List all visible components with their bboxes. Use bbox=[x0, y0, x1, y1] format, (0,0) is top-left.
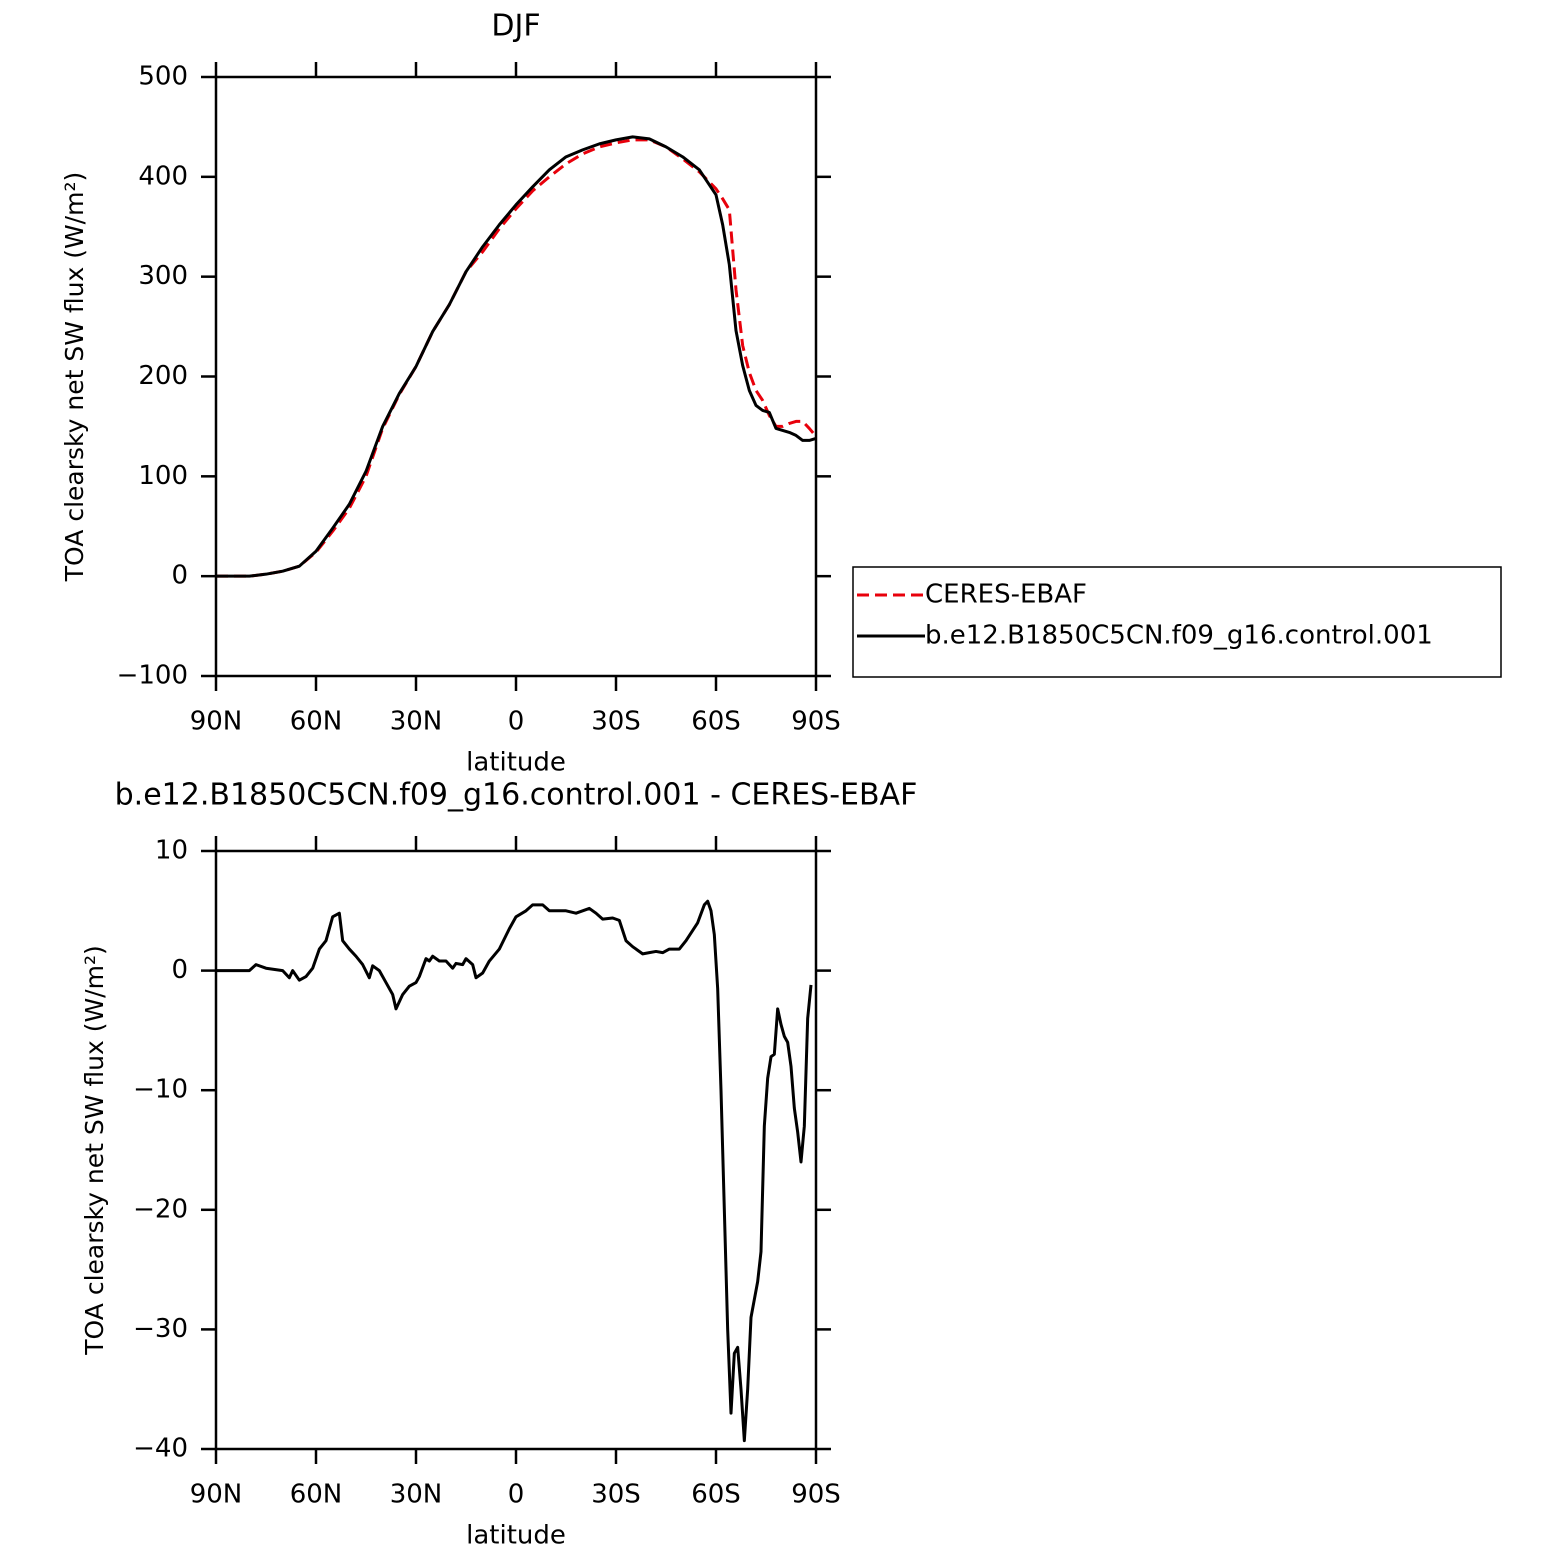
x-tick-label: 60N bbox=[290, 707, 343, 737]
y-tick-label: 0 bbox=[171, 955, 188, 985]
chart-title: b.e12.B1850C5CN.f09_g16.control.001 - CE… bbox=[115, 778, 918, 813]
y-tick-label: 500 bbox=[138, 62, 188, 92]
x-tick-label: 0 bbox=[508, 707, 525, 737]
x-axis-label: latitude bbox=[466, 1521, 566, 1551]
y-tick-label: −30 bbox=[133, 1314, 188, 1344]
y-tick-label: −20 bbox=[133, 1194, 188, 1224]
chart-title: DJF bbox=[491, 9, 540, 44]
y-axis-label: TOA clearsky net SW flux (W/m²) bbox=[80, 945, 109, 1355]
x-tick-label: 90N bbox=[190, 707, 243, 737]
x-tick-label: 90S bbox=[791, 707, 841, 737]
x-tick-label: 30S bbox=[591, 1480, 641, 1510]
x-tick-label: 60S bbox=[691, 707, 741, 737]
legend-label: b.e12.B1850C5CN.f09_g16.control.001 bbox=[925, 621, 1433, 651]
data-line bbox=[216, 138, 818, 578]
y-tick-label: 10 bbox=[155, 836, 188, 866]
x-tick-label: 0 bbox=[508, 1480, 525, 1510]
x-tick-label: 30N bbox=[390, 707, 443, 737]
y-tick-label: −10 bbox=[133, 1075, 188, 1105]
y-tick-label: 200 bbox=[138, 361, 188, 391]
x-axis-label: latitude bbox=[466, 748, 566, 778]
data-line bbox=[216, 135, 817, 578]
legend-box bbox=[852, 566, 1502, 678]
x-tick-label: 60N bbox=[290, 1480, 343, 1510]
x-tick-label: 90S bbox=[791, 1480, 841, 1510]
x-tick-label: 90N bbox=[190, 1480, 243, 1510]
x-tick-label: 30N bbox=[390, 1480, 443, 1510]
y-tick-label: −100 bbox=[117, 661, 188, 691]
plot-frame bbox=[214, 75, 818, 678]
y-tick-label: 400 bbox=[138, 161, 188, 191]
legend-label: CERES-EBAF bbox=[925, 580, 1087, 610]
y-axis-label: TOA clearsky net SW flux (W/m²) bbox=[60, 172, 89, 582]
y-tick-label: 100 bbox=[138, 461, 188, 491]
plot-frame bbox=[214, 849, 818, 1451]
x-tick-label: 30S bbox=[591, 707, 641, 737]
y-tick-label: 300 bbox=[138, 261, 188, 291]
data-line bbox=[216, 899, 813, 1443]
y-tick-label: 0 bbox=[171, 561, 188, 591]
x-tick-label: 60S bbox=[691, 1480, 741, 1510]
y-tick-label: −40 bbox=[133, 1434, 188, 1464]
